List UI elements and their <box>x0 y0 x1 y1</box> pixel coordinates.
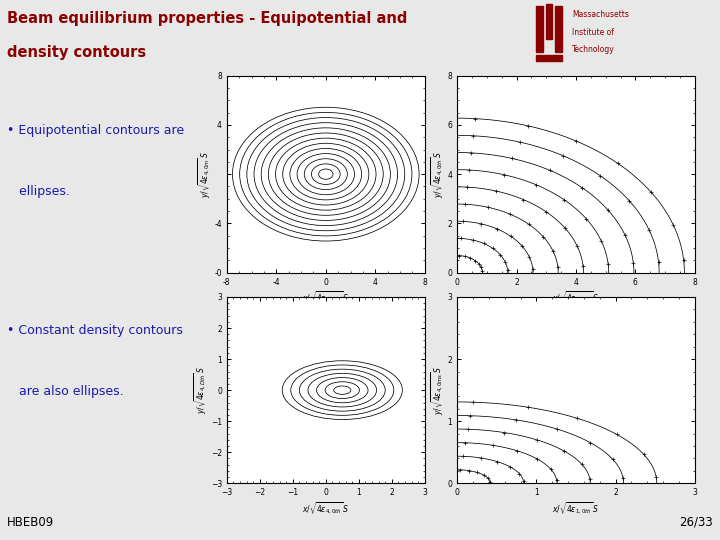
Text: Institute of: Institute of <box>572 28 614 37</box>
Text: • Equipotential contours are: • Equipotential contours are <box>7 124 184 137</box>
Bar <box>546 4 552 39</box>
Text: 26/33: 26/33 <box>679 516 713 529</box>
Text: ellipses.: ellipses. <box>7 185 70 198</box>
Bar <box>555 6 562 52</box>
X-axis label: $x/\sqrt{4\varepsilon_{1,0th}}\,S$: $x/\sqrt{4\varepsilon_{1,0th}}\,S$ <box>552 500 600 516</box>
X-axis label: $x/\sqrt{4\varepsilon_{1,0th}}\,S$: $x/\sqrt{4\varepsilon_{1,0th}}\,S$ <box>552 289 600 305</box>
Text: are also ellipses.: are also ellipses. <box>7 386 124 399</box>
Text: HBEB09: HBEB09 <box>7 516 55 529</box>
Text: Massachusetts: Massachusetts <box>572 10 629 19</box>
Bar <box>536 56 562 60</box>
Y-axis label: $y/\sqrt{4\varepsilon_{4,0th}}\,S$: $y/\sqrt{4\varepsilon_{4,0th}}\,S$ <box>430 151 446 198</box>
Text: Technology: Technology <box>572 45 615 55</box>
X-axis label: $x/\sqrt{4\varepsilon_{4,0th}}\,S$: $x/\sqrt{4\varepsilon_{4,0th}}\,S$ <box>302 289 349 305</box>
Text: Beam equilibrium properties - Equipotential and: Beam equilibrium properties - Equipotent… <box>7 11 408 26</box>
Y-axis label: $y/\sqrt{4\varepsilon_{4,0ms}}\,S$: $y/\sqrt{4\varepsilon_{4,0ms}}\,S$ <box>430 366 446 415</box>
Text: density contours: density contours <box>7 45 146 60</box>
X-axis label: $x/\sqrt{4\varepsilon_{4,0th}}\,S$: $x/\sqrt{4\varepsilon_{4,0th}}\,S$ <box>302 500 349 516</box>
Bar <box>536 6 543 52</box>
Y-axis label: $y/\sqrt{4\varepsilon_{4,0m}}\,S$: $y/\sqrt{4\varepsilon_{4,0m}}\,S$ <box>197 151 213 198</box>
Y-axis label: $y/\sqrt{4\varepsilon_{4,Dth}}\,S$: $y/\sqrt{4\varepsilon_{4,Dth}}\,S$ <box>193 366 210 414</box>
Text: • Constant density contours: • Constant density contours <box>7 325 183 338</box>
